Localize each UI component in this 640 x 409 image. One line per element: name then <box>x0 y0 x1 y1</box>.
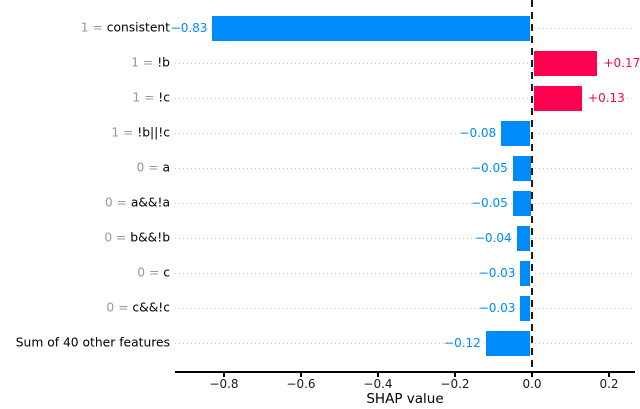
feature-name: c&&!c <box>132 300 170 315</box>
x-axis-title: SHAP value <box>366 391 444 407</box>
bar-value-label: −0.04 <box>474 231 512 245</box>
shap-bar <box>534 50 598 76</box>
row-guide-dotted-line <box>175 203 635 204</box>
bar-value-label: −0.12 <box>444 336 481 350</box>
feature-name: a <box>162 160 170 175</box>
feature-name: !c <box>158 90 170 105</box>
x-axis-tick-label: −0.6 <box>286 377 316 391</box>
zero-dashed-line <box>531 0 533 371</box>
x-axis-tick <box>223 373 225 377</box>
feature-value-prefix: 1 = <box>111 125 138 140</box>
shap-bar <box>512 155 531 181</box>
feature-label: 0 = b&&!b <box>0 231 170 246</box>
shap-bar <box>512 190 531 216</box>
feature-value-prefix: 1 = <box>132 90 159 105</box>
feature-value-prefix: 0 = <box>136 160 163 175</box>
x-axis-tick <box>608 373 610 377</box>
x-axis-tick <box>531 373 533 377</box>
x-axis-line <box>175 371 635 373</box>
row-guide-dotted-line <box>175 63 635 64</box>
feature-value-prefix: 1 = <box>80 20 107 35</box>
feature-label: 1 = consistent <box>0 21 170 36</box>
bar-value-label: +0.13 <box>588 91 625 105</box>
feature-name: b&&!b <box>130 230 170 245</box>
bar-value-label: +0.17 <box>603 56 640 70</box>
shap-bar <box>212 15 531 41</box>
feature-name: consistent <box>106 20 170 35</box>
shap-bar <box>501 120 531 146</box>
row-guide-dotted-line <box>175 98 635 99</box>
x-axis-tick-label: 0.2 <box>599 377 619 391</box>
row-guide-dotted-line <box>175 133 635 134</box>
x-axis-tick <box>377 373 379 377</box>
bar-value-label: −0.05 <box>470 196 508 210</box>
shap-bar <box>520 295 531 321</box>
feature-value-prefix: 0 = <box>104 195 131 210</box>
feature-label: 0 = a <box>0 160 171 176</box>
feature-name: !b <box>157 55 170 70</box>
feature-label: 0 = c <box>0 266 170 281</box>
row-guide-dotted-line <box>175 168 635 169</box>
shap-bar <box>534 85 583 111</box>
bar-value-label: −0.08 <box>459 126 497 140</box>
bar-value-label: −0.03 <box>478 301 516 315</box>
x-axis-tick <box>454 373 456 377</box>
row-guide-dotted-line <box>175 238 635 239</box>
feature-value-prefix: 0 = <box>106 300 133 315</box>
x-axis-tick-label: −0.8 <box>209 377 239 391</box>
feature-label: 1 = !b <box>0 56 170 71</box>
feature-label: Sum of 40 other features <box>0 336 170 351</box>
x-axis-tick <box>300 373 302 377</box>
feature-label: 1 = !c <box>0 91 170 106</box>
row-guide-dotted-line <box>175 308 635 309</box>
shap-bar <box>520 260 531 286</box>
feature-value-prefix: 0 = <box>137 265 164 280</box>
feature-value-prefix: 1 = <box>131 55 158 70</box>
feature-name: a&&!a <box>130 195 170 210</box>
feature-label: 0 = c&&!c <box>0 301 170 316</box>
bar-value-label: −0.05 <box>470 161 508 175</box>
row-guide-dotted-line <box>175 343 635 344</box>
feature-label: 1 = !b||!c <box>0 126 170 141</box>
bar-value-label: −0.03 <box>478 266 516 280</box>
feature-value-prefix: 0 = <box>104 230 131 245</box>
feature-name: c <box>163 265 170 280</box>
shap-bar <box>485 330 531 356</box>
x-axis-tick-label: −0.4 <box>363 377 393 391</box>
x-axis-tick-label: 0.0 <box>522 377 542 391</box>
feature-label: 0 = a&&!a <box>0 196 170 211</box>
feature-name: !b||!c <box>137 125 170 140</box>
feature-name: Sum of 40 other features <box>15 335 170 350</box>
x-axis-tick-label: −0.2 <box>440 377 470 391</box>
row-guide-dotted-line <box>175 273 635 274</box>
shap-bar <box>516 225 531 251</box>
bar-value-label: −0.83 <box>170 21 208 35</box>
